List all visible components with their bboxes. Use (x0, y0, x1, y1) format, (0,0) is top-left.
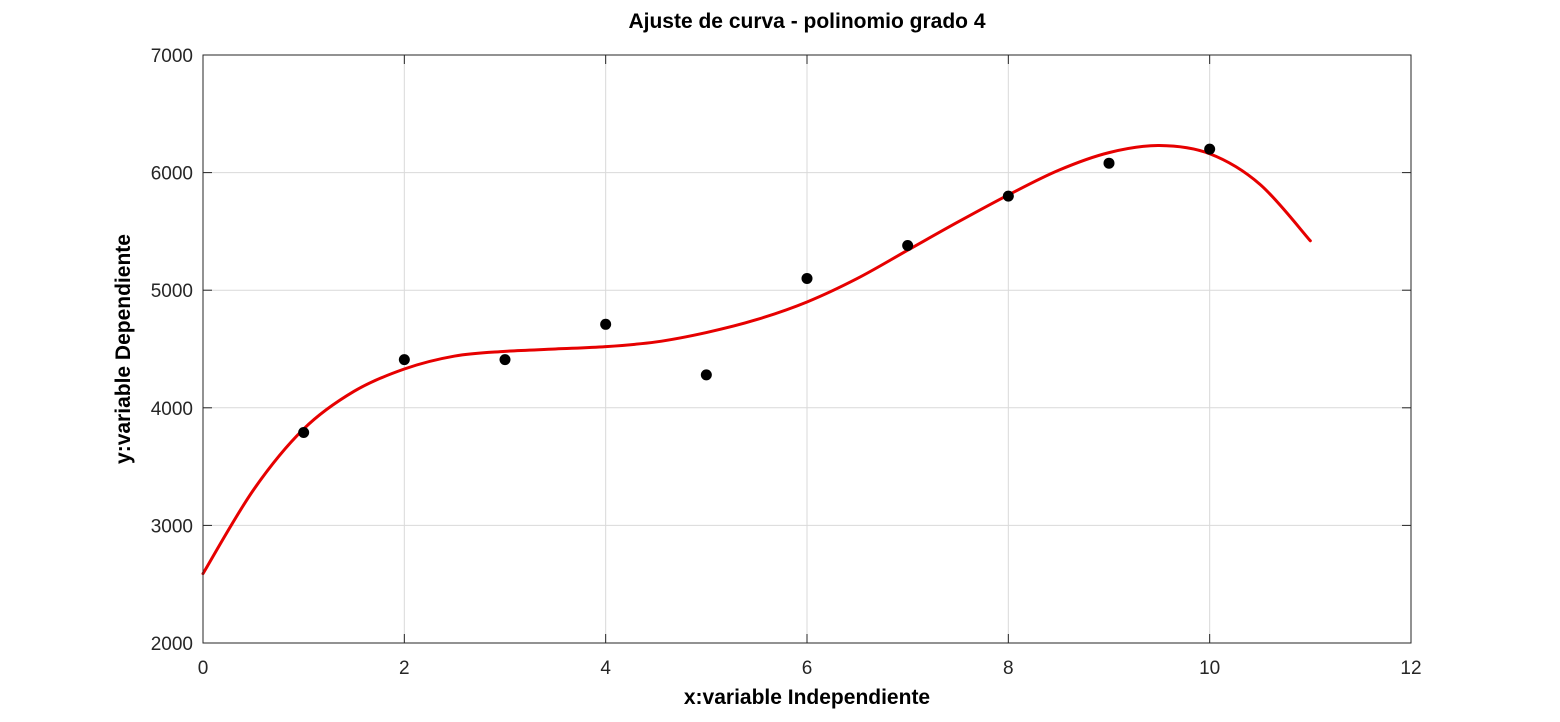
fitted-curve-line (201, 144, 1312, 576)
data-point (499, 354, 511, 366)
x-axis-label: x:variable Independiente (684, 686, 930, 709)
x-tick-label: 10 (1199, 658, 1220, 679)
data-point (1103, 157, 1115, 169)
y-tick-label: 7000 (151, 46, 193, 67)
data-point (700, 369, 712, 381)
x-tick-label: 4 (600, 658, 611, 679)
y-tick-label: 3000 (151, 516, 193, 537)
y-tick-label: 5000 (151, 281, 193, 302)
x-tick-label: 6 (802, 658, 813, 679)
data-points-layer (298, 143, 1216, 438)
x-tick-label: 0 (198, 658, 209, 679)
data-point (1002, 190, 1014, 202)
y-tick-label: 6000 (151, 164, 193, 185)
axis-ticks: 0 2 4 6 8 10 12 2000 3000 4000 5000 6000 7000 (151, 46, 1422, 679)
data-point (902, 240, 914, 252)
data-point (298, 426, 310, 438)
data-point (1204, 143, 1216, 155)
y-tick-label: 2000 (151, 634, 193, 655)
fitted-curve-layer (201, 144, 1312, 576)
x-tick-label: 8 (1003, 658, 1014, 679)
x-tick-label: 12 (1400, 658, 1421, 679)
data-point (398, 354, 410, 366)
x-tick-label: 2 (399, 658, 410, 679)
data-point (801, 272, 813, 284)
y-tick-label: 4000 (151, 399, 193, 420)
chart-title: Ajuste de curva - polinomio grado 4 (628, 10, 985, 33)
y-axis-label: y:variable Dependiente (112, 234, 135, 464)
data-point (600, 318, 612, 330)
